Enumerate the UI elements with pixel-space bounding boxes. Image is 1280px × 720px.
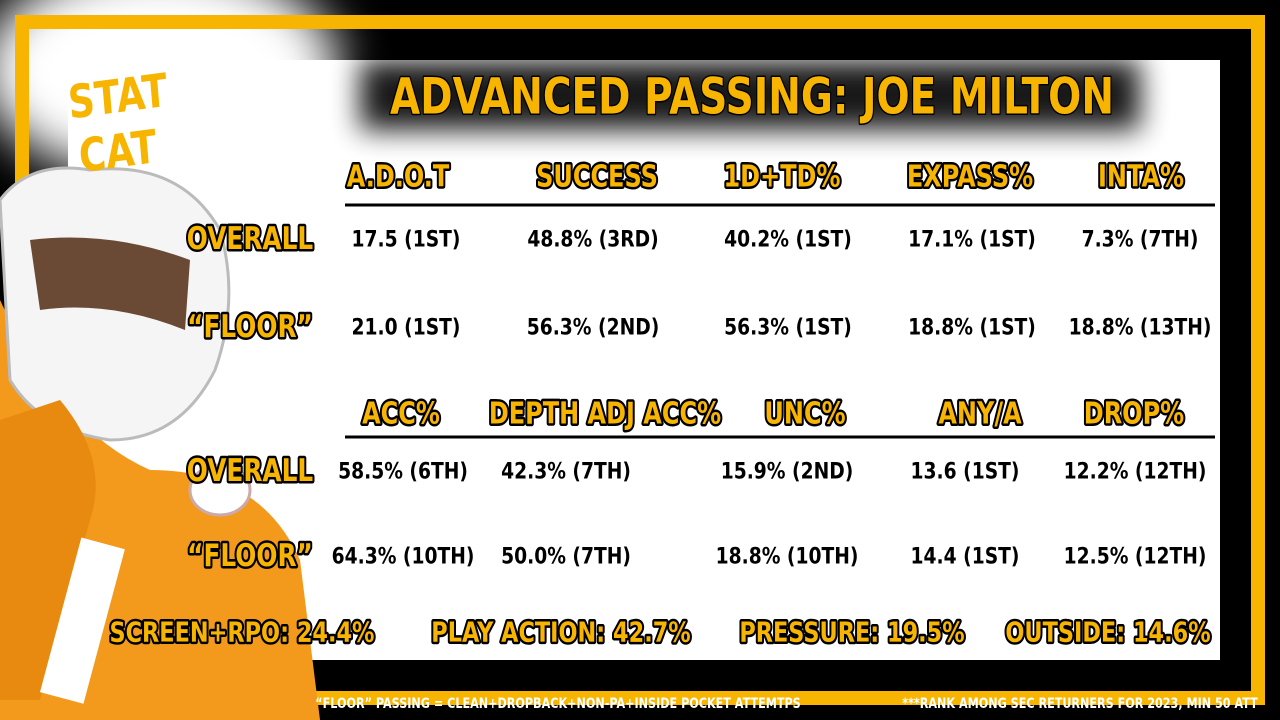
- column-header: ANY/A: [938, 397, 1021, 431]
- stat-value: 42.3% (7TH): [501, 458, 631, 484]
- stat-value: 15.9% (2ND): [721, 458, 854, 484]
- logo-text: CAT: [77, 119, 159, 183]
- stat-value: 56.3% (2ND): [527, 314, 660, 340]
- row-label: OVERALL: [187, 452, 314, 488]
- column-header: SUCCESS: [536, 160, 658, 194]
- column-header: DROP%: [1084, 397, 1184, 431]
- stat-value: 18.8% (13TH): [1069, 314, 1212, 340]
- logo-text: STAT: [66, 63, 170, 130]
- stat-value: 40.2% (1ST): [724, 226, 852, 252]
- stat-value: 56.3% (1ST): [724, 314, 852, 340]
- column-header: EXPASS%: [907, 160, 1033, 194]
- stat-value: 18.8% (10TH): [716, 543, 859, 569]
- column-header: INTA%: [1098, 160, 1184, 194]
- row-label: OVERALL: [187, 220, 314, 256]
- row-label: “FLOOR”: [187, 308, 313, 344]
- stat-value: 17.1% (1ST): [908, 226, 1036, 252]
- stat-value: 58.5% (6TH): [338, 458, 468, 484]
- footnote: ***RANK AMONG SEC RETURNERS FOR 2023, MI…: [902, 695, 1258, 712]
- player-image: [0, 166, 320, 720]
- column-header: UNC%: [764, 397, 845, 431]
- stat-value: 7.3% (7TH): [1082, 226, 1199, 252]
- summary-stat: PRESSURE: 19.5%: [739, 615, 964, 648]
- stat-value: 12.5% (12TH): [1064, 543, 1207, 569]
- stat-value: 14.4 (1ST): [911, 543, 1020, 569]
- stat-value: 12.2% (12TH): [1064, 458, 1207, 484]
- stat-value: 50.0% (7TH): [501, 543, 631, 569]
- summary-stat: OUTSIDE: 14.6%: [1005, 615, 1210, 648]
- stat-value: 64.3% (10TH): [332, 543, 475, 569]
- footnote: “FLOOR” PASSING = CLEAN+DROPBACK+NON-PA+…: [315, 695, 800, 712]
- column-header: DEPTH ADJ ACC%: [489, 397, 721, 431]
- column-header: 1D+TD%: [723, 160, 840, 194]
- column-header: A.D.O.T: [347, 160, 450, 194]
- stat-value: 18.8% (1ST): [908, 314, 1036, 340]
- stat-value: 17.5 (1ST): [352, 226, 461, 252]
- row-label: “FLOOR”: [187, 537, 313, 573]
- summary-stat: PLAY ACTION: 42.7%: [431, 615, 690, 648]
- stat-value: 21.0 (1ST): [352, 314, 461, 340]
- stat-value: 13.6 (1ST): [911, 458, 1020, 484]
- column-header: ACC%: [362, 397, 440, 431]
- stat-value: 48.8% (3RD): [527, 226, 658, 252]
- title-shadow: [360, 60, 1140, 130]
- title: ADVANCED PASSING: JOE MILTON: [390, 67, 1114, 126]
- summary-stat: SCREEN+RPO: 24.4%: [109, 615, 374, 648]
